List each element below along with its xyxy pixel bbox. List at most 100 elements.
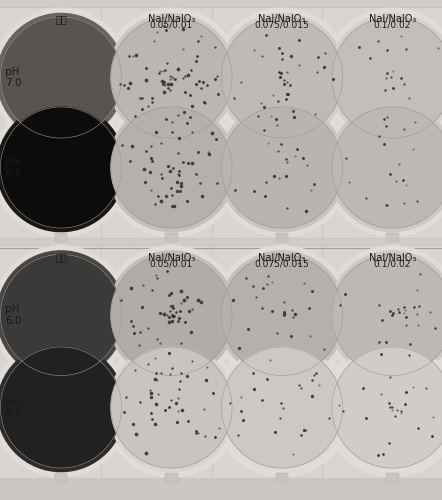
Bar bbox=[0, 244, 131, 386]
Ellipse shape bbox=[328, 14, 442, 141]
Ellipse shape bbox=[213, 338, 351, 477]
Bar bbox=[0, 97, 131, 238]
Ellipse shape bbox=[323, 8, 442, 147]
Ellipse shape bbox=[221, 347, 343, 468]
Text: pH
6.5: pH 6.5 bbox=[5, 156, 22, 178]
Bar bbox=[322, 337, 442, 478]
Bar bbox=[212, 97, 352, 238]
Ellipse shape bbox=[0, 98, 130, 237]
Bar bbox=[101, 7, 242, 148]
Ellipse shape bbox=[0, 14, 125, 141]
Text: NaI/NaIO₃: NaI/NaIO₃ bbox=[258, 252, 306, 262]
Text: NaI/NaIO₃: NaI/NaIO₃ bbox=[148, 14, 195, 24]
Bar bbox=[101, 97, 242, 238]
Ellipse shape bbox=[107, 344, 236, 471]
Ellipse shape bbox=[102, 246, 241, 384]
Ellipse shape bbox=[213, 246, 351, 384]
Ellipse shape bbox=[102, 8, 241, 147]
Ellipse shape bbox=[111, 254, 232, 376]
Ellipse shape bbox=[218, 344, 346, 471]
Bar bbox=[276, 142, 288, 152]
Bar bbox=[0, 250, 442, 500]
Ellipse shape bbox=[328, 104, 442, 232]
Text: NaI/NaIO₃: NaI/NaIO₃ bbox=[148, 252, 195, 262]
Bar bbox=[386, 472, 399, 482]
Bar bbox=[276, 472, 288, 482]
Bar bbox=[212, 244, 352, 386]
Bar bbox=[276, 232, 288, 242]
Ellipse shape bbox=[332, 107, 442, 228]
Ellipse shape bbox=[332, 254, 442, 376]
Text: 0.05/0.01: 0.05/0.01 bbox=[150, 260, 193, 268]
Bar bbox=[55, 142, 67, 152]
Ellipse shape bbox=[0, 8, 130, 147]
Ellipse shape bbox=[221, 107, 343, 228]
Bar bbox=[165, 380, 178, 390]
Ellipse shape bbox=[332, 347, 442, 468]
Bar bbox=[386, 142, 399, 152]
Text: 0.1/0.02: 0.1/0.02 bbox=[374, 21, 411, 30]
Ellipse shape bbox=[111, 17, 232, 138]
Bar bbox=[55, 472, 67, 482]
Bar bbox=[165, 142, 178, 152]
Ellipse shape bbox=[218, 251, 346, 379]
Text: 0.075/0.015: 0.075/0.015 bbox=[255, 21, 309, 30]
Bar bbox=[0, 0, 442, 248]
Ellipse shape bbox=[111, 107, 232, 228]
Ellipse shape bbox=[107, 251, 236, 379]
Bar bbox=[212, 337, 352, 478]
Bar bbox=[0, 7, 131, 148]
Ellipse shape bbox=[221, 17, 343, 138]
Ellipse shape bbox=[218, 104, 346, 232]
Ellipse shape bbox=[0, 347, 122, 468]
Bar bbox=[101, 337, 242, 478]
Ellipse shape bbox=[0, 107, 122, 228]
Text: pH
6.0: pH 6.0 bbox=[5, 304, 22, 326]
Ellipse shape bbox=[213, 8, 351, 147]
Ellipse shape bbox=[0, 344, 125, 471]
Bar bbox=[276, 380, 288, 390]
Ellipse shape bbox=[213, 98, 351, 237]
Ellipse shape bbox=[218, 14, 346, 141]
Ellipse shape bbox=[107, 14, 236, 141]
Ellipse shape bbox=[332, 17, 442, 138]
Ellipse shape bbox=[107, 104, 236, 232]
Ellipse shape bbox=[328, 344, 442, 471]
Ellipse shape bbox=[0, 246, 130, 384]
Text: pH
7.0: pH 7.0 bbox=[5, 66, 22, 88]
Text: pH
5.5: pH 5.5 bbox=[5, 396, 22, 418]
Ellipse shape bbox=[102, 98, 241, 237]
Text: NaI/NaIO₃: NaI/NaIO₃ bbox=[258, 14, 306, 24]
Text: NaI/NaIO₃: NaI/NaIO₃ bbox=[369, 252, 416, 262]
Ellipse shape bbox=[0, 254, 122, 376]
Ellipse shape bbox=[0, 104, 125, 232]
Ellipse shape bbox=[0, 17, 122, 138]
Ellipse shape bbox=[102, 338, 241, 477]
Text: NaI/NaIO₃: NaI/NaIO₃ bbox=[369, 14, 416, 24]
Bar bbox=[55, 380, 67, 390]
Bar bbox=[322, 244, 442, 386]
Text: 对照: 对照 bbox=[55, 14, 67, 24]
Ellipse shape bbox=[111, 347, 232, 468]
Text: 0.05/0.01: 0.05/0.01 bbox=[150, 21, 193, 30]
Bar bbox=[101, 244, 242, 386]
Ellipse shape bbox=[221, 254, 343, 376]
Ellipse shape bbox=[0, 338, 130, 477]
Ellipse shape bbox=[323, 98, 442, 237]
Bar bbox=[165, 232, 178, 242]
Ellipse shape bbox=[0, 251, 125, 379]
Bar bbox=[322, 7, 442, 148]
Bar bbox=[55, 232, 67, 242]
Text: 0.075/0.015: 0.075/0.015 bbox=[255, 260, 309, 268]
Ellipse shape bbox=[323, 246, 442, 384]
Bar bbox=[0, 337, 131, 478]
Bar bbox=[322, 97, 442, 238]
Text: 0.1/0.02: 0.1/0.02 bbox=[374, 260, 411, 268]
Ellipse shape bbox=[328, 251, 442, 379]
Bar bbox=[386, 380, 399, 390]
Bar bbox=[212, 7, 352, 148]
Bar bbox=[386, 232, 399, 242]
Ellipse shape bbox=[323, 338, 442, 477]
Bar bbox=[165, 472, 178, 482]
Text: 对照: 对照 bbox=[55, 252, 67, 262]
